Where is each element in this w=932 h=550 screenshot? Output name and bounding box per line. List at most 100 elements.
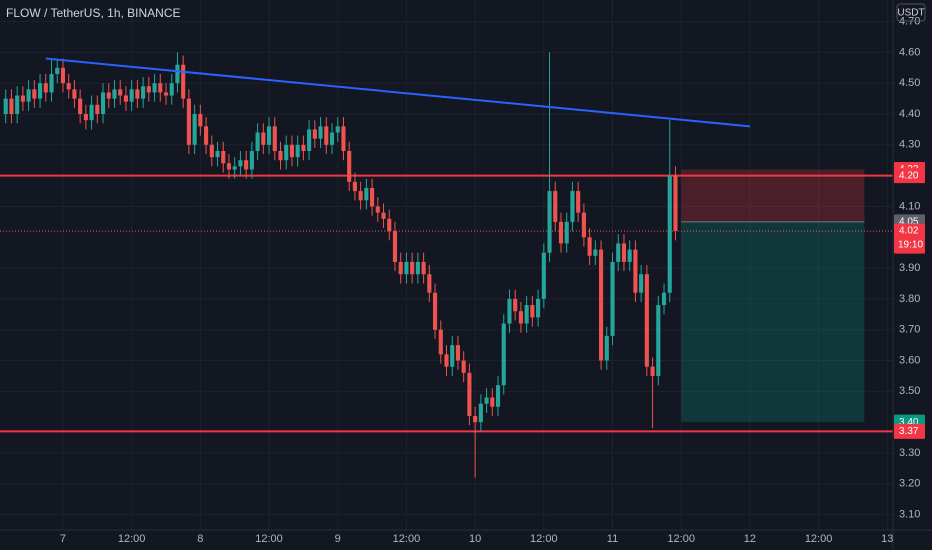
candle-body	[284, 144, 289, 161]
plot	[0, 52, 893, 478]
x-tick-label: 8	[197, 533, 203, 545]
y-tick-label: 3.70	[899, 324, 920, 336]
price-tag-label: 4.20	[899, 170, 919, 181]
y-tick-label: 4.50	[899, 77, 920, 89]
candle-body	[324, 126, 329, 145]
price-tag	[894, 223, 925, 254]
candle-body	[26, 89, 31, 102]
candle-body	[392, 231, 398, 262]
candle-body	[455, 345, 461, 361]
candle-body	[266, 126, 272, 145]
y-tick-label: 3.80	[899, 293, 920, 305]
y-tick-label: 3.20	[899, 478, 920, 490]
candle-body	[484, 397, 489, 404]
countdown-label: 19:10	[898, 240, 923, 251]
candle-body	[255, 132, 260, 151]
candle-body	[100, 92, 106, 115]
candle-body	[49, 73, 54, 93]
candle-body	[467, 372, 472, 416]
candle-body	[9, 98, 14, 115]
candle-body	[95, 104, 100, 115]
currency-box[interactable]	[896, 3, 926, 22]
price-tag-label: 3.37	[899, 426, 919, 437]
candle-body	[432, 292, 438, 330]
candle-body	[541, 252, 546, 299]
candle-body	[215, 150, 220, 158]
candle-body	[644, 274, 649, 367]
candle-body	[129, 89, 134, 102]
candle-body	[38, 83, 43, 99]
candle-body	[581, 212, 586, 238]
candle-body	[358, 191, 363, 201]
candle-body	[118, 89, 123, 96]
x-tick-label: 11	[607, 533, 618, 545]
candle-body	[398, 261, 403, 275]
candle-body	[536, 298, 541, 318]
candle-body	[226, 163, 232, 170]
candle-body	[633, 249, 638, 293]
candle-body	[318, 126, 323, 139]
candle-body	[507, 298, 512, 324]
candle-body	[83, 114, 88, 121]
y-tick-label: 4.30	[899, 139, 920, 151]
price-tag-label: 4.05	[899, 217, 919, 228]
candle-body	[89, 104, 94, 121]
candle-body	[272, 126, 277, 151]
candle-body	[375, 206, 380, 213]
candle-body	[661, 292, 667, 306]
candle-body	[444, 354, 449, 367]
chart-title: FLOW / TetherUS, 1h, BINANCE	[6, 6, 181, 20]
candle-body	[146, 86, 151, 93]
candle-body	[450, 345, 455, 367]
x-tick-label: 12:00	[805, 533, 833, 545]
candle-body	[347, 150, 352, 182]
candle-body	[461, 360, 466, 373]
x-tick-label: 10	[469, 533, 481, 545]
x-tick-label: 7	[60, 533, 66, 545]
candle-body	[329, 132, 335, 145]
candle-body	[352, 181, 357, 192]
x-tick-label: 12:00	[530, 533, 558, 545]
price-tag-label: 3.40	[899, 417, 919, 428]
candle-body	[427, 274, 432, 293]
candle-body	[238, 160, 243, 167]
y-tick-label: 3.50	[899, 385, 920, 397]
candle-body	[78, 98, 83, 115]
candle-body	[192, 114, 197, 145]
y-tick-label: 3.30	[899, 447, 920, 459]
candle-body	[198, 114, 203, 127]
candle-body	[616, 243, 621, 262]
candle-body	[387, 218, 392, 232]
candle-body	[576, 191, 581, 213]
candle-body	[72, 89, 77, 99]
candle-body	[169, 83, 174, 96]
candle-body	[598, 249, 604, 361]
candle-body	[564, 221, 569, 244]
candle-body	[244, 160, 249, 170]
candle-body	[438, 329, 443, 355]
candle-body	[60, 67, 66, 84]
y-tick-label: 3.60	[899, 354, 920, 366]
price-tag	[894, 168, 925, 184]
stop-zone	[681, 169, 865, 222]
x-tick-label: 12:00	[118, 533, 146, 545]
candle-body	[341, 126, 346, 151]
candle-body	[112, 89, 117, 99]
candle-body	[163, 92, 169, 96]
candle-body	[501, 323, 506, 386]
candle-body	[524, 305, 529, 324]
candle-body	[301, 144, 306, 151]
candle-body	[587, 237, 592, 256]
candle-body	[312, 129, 317, 139]
candle-body	[478, 403, 483, 423]
candle-body	[204, 126, 209, 145]
candle-body	[135, 89, 140, 99]
candle-body	[621, 243, 627, 262]
candle-body	[43, 83, 48, 93]
candle-body	[415, 261, 420, 275]
candle-body	[181, 64, 186, 99]
candle-body	[656, 305, 661, 376]
trendline	[45, 57, 750, 128]
candle-body	[495, 385, 501, 407]
currency-label[interactable]: USDT	[897, 8, 924, 19]
